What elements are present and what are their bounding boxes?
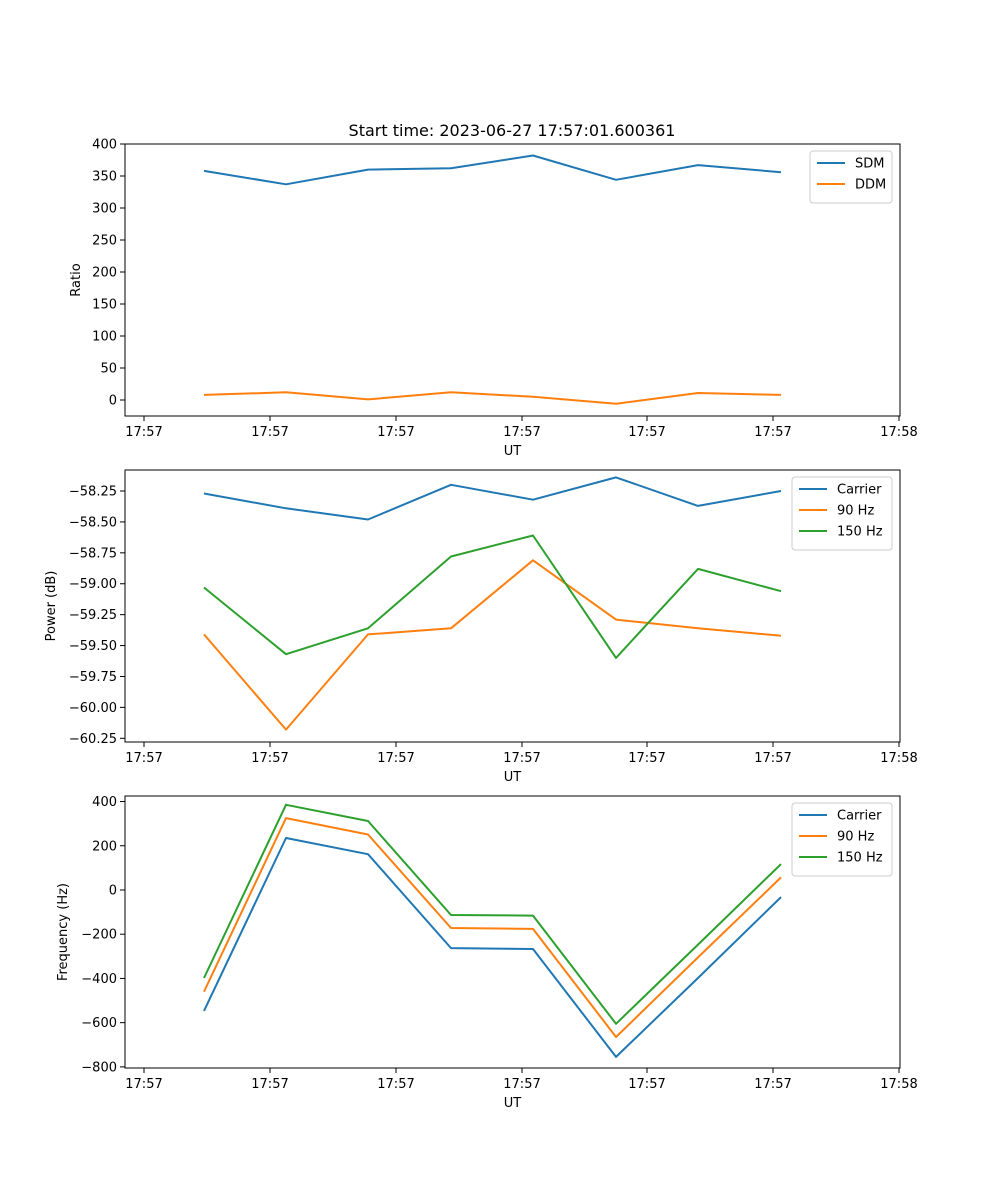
power-x-tick-label: 17:57: [377, 751, 414, 766]
power-x-axis-label: UT: [504, 770, 522, 785]
ratio-axes-frame: [124, 143, 901, 417]
power-y-tick-label: −59.75: [69, 670, 117, 685]
frequency-y-axis-label: Frequency (Hz): [56, 883, 71, 981]
frequency-y-tick-label: 400: [92, 795, 117, 810]
power-x-tick-label: 17:58: [880, 751, 917, 766]
frequency-axes-frame: [124, 795, 901, 1069]
power-legend-label: Carrier: [837, 483, 882, 498]
power-axes-frame: [124, 469, 901, 743]
frequency-x-tick-label: 17:57: [377, 1077, 414, 1092]
frequency-x-tick-label: 17:58: [880, 1077, 917, 1092]
power-x-tick-label: 17:57: [628, 751, 665, 766]
ratio-x-axis-label: UT: [504, 444, 522, 459]
ratio-y-tick-label: 350: [92, 170, 117, 185]
frequency-legend-label: 150 Hz: [837, 851, 883, 866]
ratio-x-tick-label: 17:57: [125, 425, 162, 440]
ratio-y-tick-label: 150: [92, 298, 117, 313]
ratio-series-line-ddm: [203, 391, 782, 405]
frequency-y-tick-label: 0: [109, 883, 117, 898]
frequency-y-tick-label: 200: [92, 839, 117, 854]
ratio-y-tick-label: 50: [100, 362, 117, 377]
ratio-y-axis-label: Ratio: [69, 263, 84, 296]
frequency-x-tick-label: 17:57: [125, 1077, 162, 1092]
power-legend-label: 150 Hz: [837, 525, 883, 540]
chart-title: Start time: 2023-06-27 17:57:01.600361: [349, 121, 676, 140]
power-y-tick-label: −60.25: [69, 732, 117, 747]
power-y-tick-label: −59.25: [69, 608, 117, 623]
frequency-series-line-90-hz: [203, 817, 782, 1038]
power-y-tick-label: −60.00: [69, 701, 117, 716]
frequency-legend-label: Carrier: [837, 809, 882, 824]
power-y-tick-label: −59.00: [69, 577, 117, 592]
power-x-tick-label: 17:57: [251, 751, 288, 766]
power-x-tick-label: 17:57: [125, 751, 162, 766]
frequency-y-tick-label: −600: [81, 1016, 117, 1031]
power-legend-label: 90 Hz: [837, 504, 874, 519]
ratio-x-tick-label: 17:57: [251, 425, 288, 440]
power-series-line-150-hz: [203, 534, 782, 659]
frequency-x-tick-label: 17:57: [754, 1077, 791, 1092]
power-x-tick-label: 17:57: [754, 751, 791, 766]
power-y-axis-label: Power (dB): [44, 571, 59, 642]
frequency-x-tick-label: 17:57: [628, 1077, 665, 1092]
ratio-legend-label: SDM: [855, 157, 884, 172]
power-series-line-90-hz: [203, 559, 782, 731]
ratio-x-tick-label: 17:57: [754, 425, 791, 440]
power-y-tick-label: −58.25: [69, 485, 117, 500]
frequency-series-line-150-hz: [203, 803, 782, 1025]
power-series-line-carrier: [203, 476, 782, 521]
power-y-tick-label: −59.50: [69, 639, 117, 654]
power-y-tick-label: −58.50: [69, 515, 117, 530]
ratio-y-tick-label: 100: [92, 330, 117, 345]
ratio-y-tick-label: 300: [92, 202, 117, 217]
ratio-y-tick-label: 400: [92, 138, 117, 153]
ratio-x-tick-label: 17:58: [880, 425, 917, 440]
ratio-x-tick-label: 17:57: [503, 425, 540, 440]
ratio-panel: 17:57 17:57 17:57 17:57 17:57 17:57 17:58 0 50 10…: [69, 138, 918, 460]
power-panel: 17:57 17:57 17:57 17:57 17:57 17:57 17:58 −60.2…: [44, 469, 918, 785]
ratio-series-line-sdm: [203, 154, 782, 186]
frequency-series-line-carrier: [203, 837, 782, 1058]
frequency-x-tick-label: 17:57: [251, 1077, 288, 1092]
ratio-legend-label: DDM: [855, 178, 886, 193]
frequency-x-axis-label: UT: [504, 1096, 522, 1111]
frequency-panel: 17:57 17:57 17:57 17:57 17:57 17:57 17:58 −800 −…: [56, 795, 918, 1111]
frequency-x-tick-label: 17:57: [503, 1077, 540, 1092]
frequency-legend-label: 90 Hz: [837, 830, 874, 845]
frequency-y-tick-label: −200: [81, 928, 117, 943]
frequency-y-tick-label: −400: [81, 972, 117, 987]
ratio-y-tick-label: 200: [92, 266, 117, 281]
frequency-y-tick-label: −800: [81, 1060, 117, 1075]
power-y-tick-label: −58.75: [69, 546, 117, 561]
ratio-x-tick-label: 17:57: [628, 425, 665, 440]
ratio-y-tick-label: 250: [92, 234, 117, 249]
ratio-x-tick-label: 17:57: [377, 425, 414, 440]
power-x-tick-label: 17:57: [503, 751, 540, 766]
ratio-y-tick-label: 0: [109, 394, 117, 409]
